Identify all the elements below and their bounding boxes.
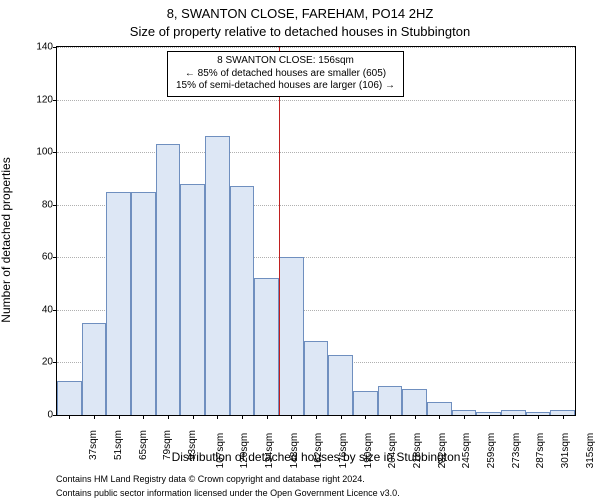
- x-tick-mark: [193, 415, 194, 419]
- x-tick-mark: [217, 415, 218, 419]
- y-tick-label: 40: [42, 304, 57, 315]
- x-tick-mark: [489, 415, 490, 419]
- histogram-bar: [180, 184, 205, 415]
- footer-copyright-2: Contains public sector information licen…: [56, 488, 576, 498]
- histogram-bar: [427, 402, 452, 415]
- histogram-bar: [205, 136, 230, 415]
- x-tick-label: 315sqm: [580, 433, 595, 469]
- y-tick-label: 120: [36, 94, 57, 105]
- chart-title-line1: 8, SWANTON CLOSE, FAREHAM, PO14 2HZ: [0, 6, 600, 21]
- gridline: [57, 100, 575, 101]
- annotation-line3: 15% of semi-detached houses are larger (…: [176, 80, 395, 93]
- histogram-bar: [402, 389, 427, 415]
- x-tick-mark: [291, 415, 292, 419]
- x-tick-mark: [94, 415, 95, 419]
- histogram-bar: [57, 381, 82, 415]
- chart-subtitle: Size of property relative to detached ho…: [0, 24, 600, 39]
- histogram-bar: [131, 192, 156, 415]
- annotation-line1: 8 SWANTON CLOSE: 156sqm: [176, 55, 395, 68]
- histogram-bar: [328, 355, 353, 415]
- y-tick-label: 60: [42, 252, 57, 263]
- x-tick-mark: [119, 415, 120, 419]
- footer-copyright-1: Contains HM Land Registry data © Crown c…: [56, 474, 576, 484]
- histogram-bar: [156, 144, 181, 415]
- annotation-line2: ← 85% of detached houses are smaller (60…: [176, 68, 395, 81]
- gridline: [57, 47, 575, 48]
- y-axis-label: Number of detached properties: [0, 157, 13, 322]
- x-tick-mark: [168, 415, 169, 419]
- x-tick-mark: [513, 415, 514, 419]
- histogram-bar: [353, 391, 378, 415]
- histogram-bar: [82, 323, 107, 415]
- histogram-bar: [304, 341, 329, 415]
- x-tick-mark: [267, 415, 268, 419]
- x-tick-mark: [538, 415, 539, 419]
- y-tick-label: 0: [47, 410, 57, 421]
- x-tick-mark: [316, 415, 317, 419]
- x-tick-mark: [563, 415, 564, 419]
- x-tick-mark: [242, 415, 243, 419]
- x-tick-mark: [69, 415, 70, 419]
- x-tick-mark: [341, 415, 342, 419]
- y-tick-label: 100: [36, 147, 57, 158]
- chart-plot-area: 8 SWANTON CLOSE: 156sqm← 85% of detached…: [56, 46, 576, 416]
- x-tick-mark: [390, 415, 391, 419]
- x-tick-mark: [143, 415, 144, 419]
- histogram-bar: [106, 192, 131, 415]
- marker-line: [279, 47, 280, 415]
- x-tick-mark: [415, 415, 416, 419]
- y-tick-label: 80: [42, 199, 57, 210]
- histogram-bar: [378, 386, 403, 415]
- x-tick-mark: [365, 415, 366, 419]
- y-tick-label: 140: [36, 42, 57, 53]
- histogram-bar: [230, 186, 255, 415]
- y-tick-label: 20: [42, 357, 57, 368]
- gridline: [57, 152, 575, 153]
- x-tick-mark: [439, 415, 440, 419]
- histogram-bar: [254, 278, 279, 415]
- x-axis-label: Distribution of detached houses by size …: [56, 450, 576, 464]
- x-tick-mark: [464, 415, 465, 419]
- histogram-bar: [279, 257, 304, 415]
- annotation-box: 8 SWANTON CLOSE: 156sqm← 85% of detached…: [167, 51, 404, 97]
